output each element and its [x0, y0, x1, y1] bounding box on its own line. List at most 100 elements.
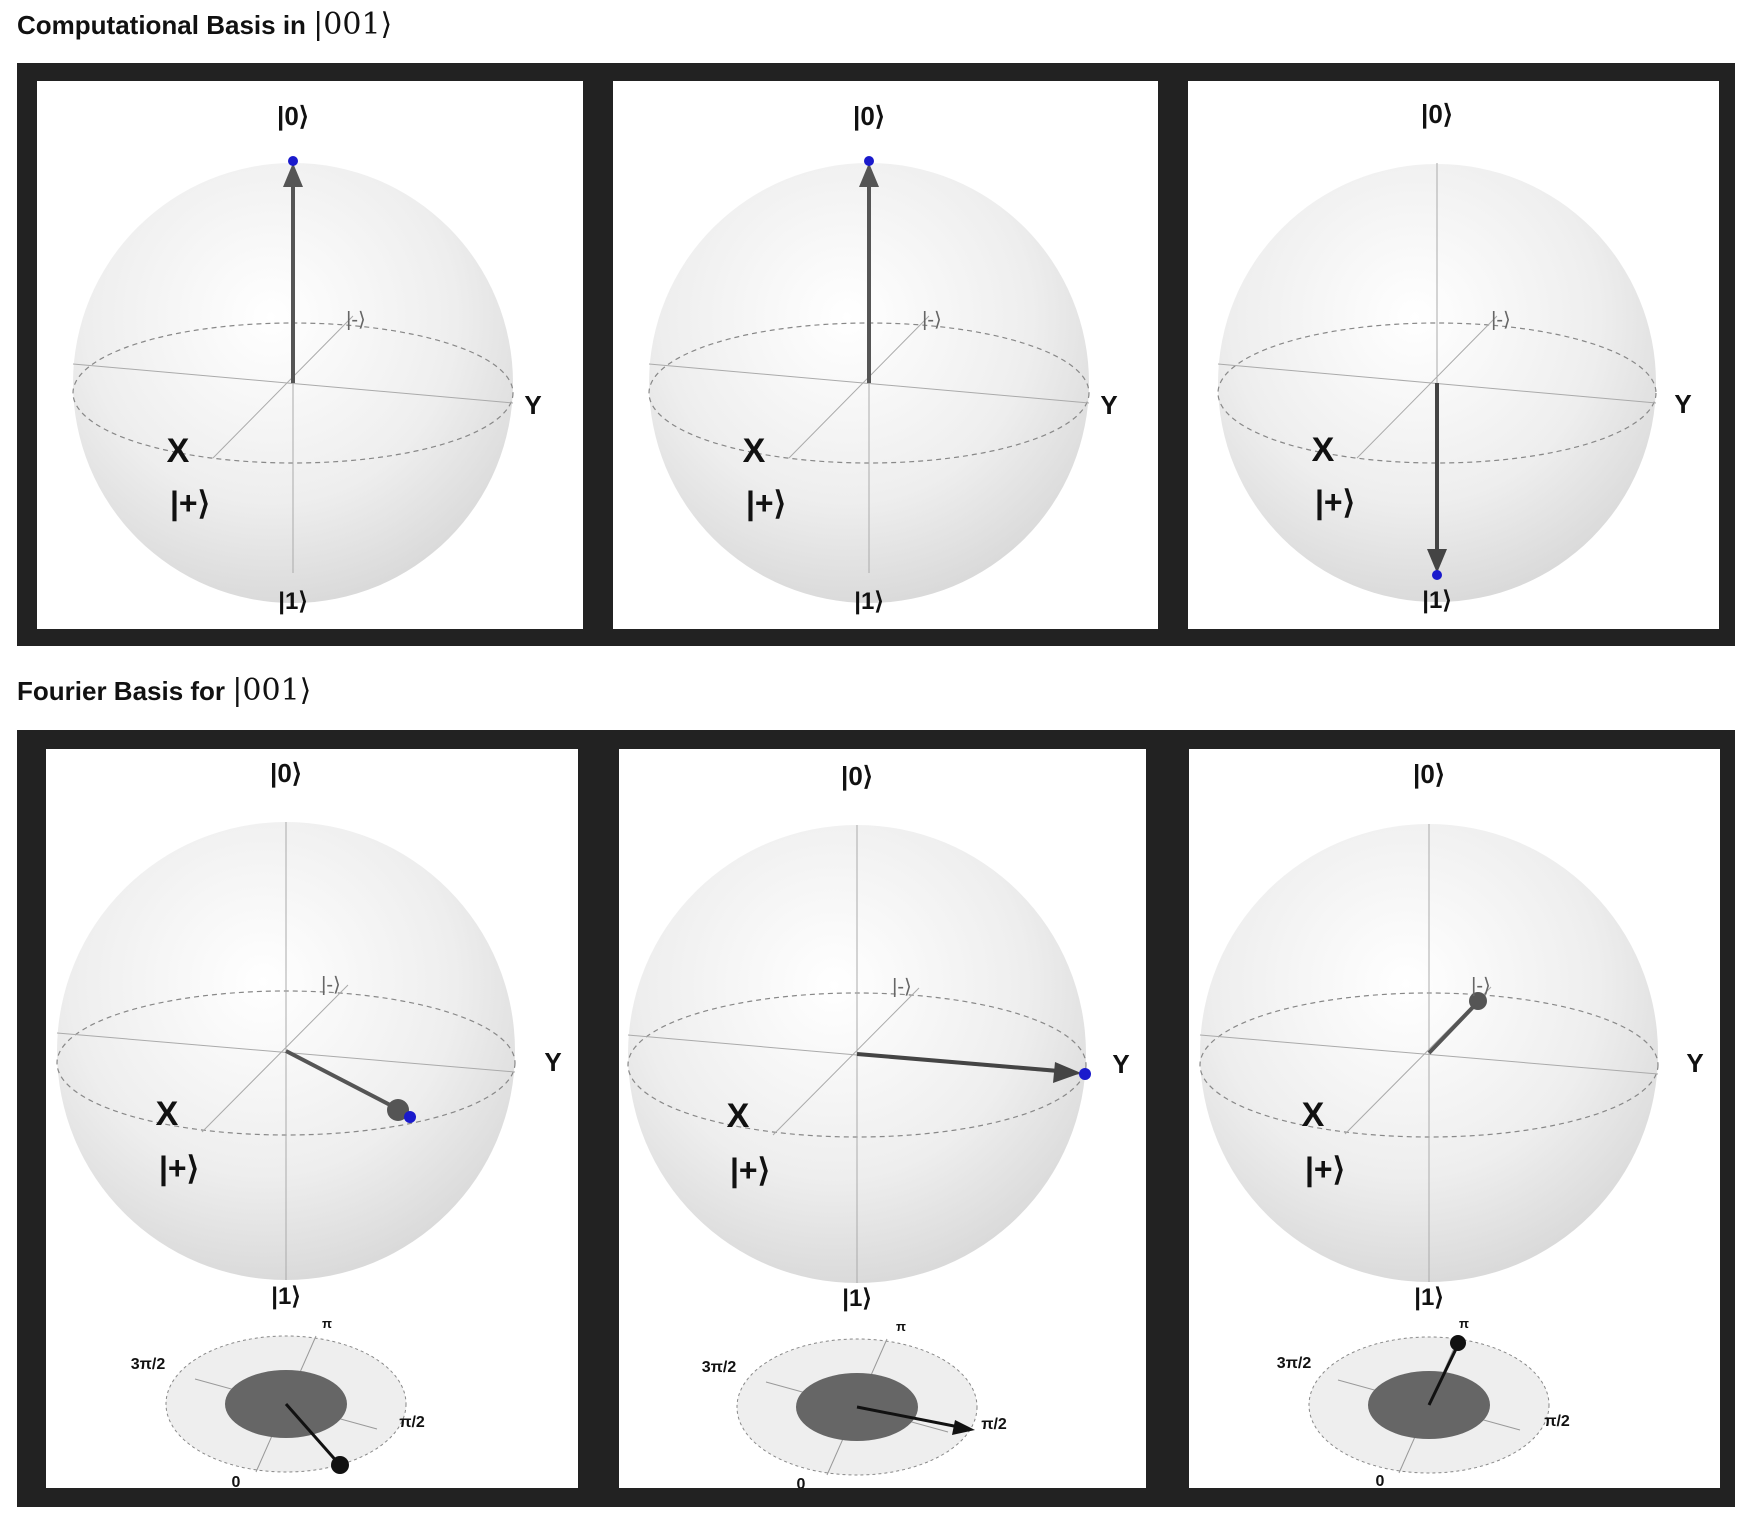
phase-vector-head: [1450, 1335, 1466, 1351]
phase-label-pi-2: π/2: [1544, 1413, 1570, 1430]
phase-vector: [284, 1403, 341, 1465]
label-plus: |+⟩: [1305, 1151, 1345, 1187]
state-vector-arrowhead: [859, 163, 879, 187]
label-x: X: [156, 1095, 179, 1133]
phase-disk: π 3π/2 π/2 0: [702, 1319, 1007, 1488]
section-title-fourier: Fourier Basis for |001⟩: [17, 673, 311, 708]
state-point: [864, 156, 874, 166]
phase-label-0: 0: [797, 1476, 806, 1488]
y-axis: [1199, 1034, 1659, 1075]
label-ket0: |0⟩: [853, 101, 885, 131]
fourier-card-qubit-3: |0⟩ |1⟩ Y X |+⟩ |-⟩ π 3π/2 π/2 0: [1189, 749, 1720, 1488]
bloch-sphere-diagram: |0⟩ |1⟩ Y X |+⟩ |-⟩: [648, 101, 1118, 615]
label-ket0: |0⟩: [270, 758, 302, 788]
fourier-card-qubit-2: |0⟩ |1⟩ Y X |+⟩ |-⟩ π 3π/2 π/2 0: [619, 749, 1146, 1488]
phase-label-0: 0: [1376, 1473, 1385, 1488]
label-y: Y: [1674, 389, 1691, 419]
y-axis: [648, 363, 1090, 404]
phase-label-0: 0: [232, 1474, 241, 1488]
label-y: Y: [1112, 1049, 1129, 1079]
state-point: [404, 1111, 416, 1123]
label-minus: |-⟩: [1471, 975, 1491, 997]
state-vector-head: [387, 1099, 409, 1121]
label-x: X: [743, 432, 766, 470]
label-x: X: [1302, 1096, 1325, 1134]
label-plus: |+⟩: [170, 485, 210, 521]
section-title-computational: Computational Basis in |001⟩: [17, 7, 392, 42]
bloch-sphere-diagram: |0⟩ |1⟩ Y X |+⟩ |-⟩: [72, 101, 542, 615]
x-axis: [201, 984, 349, 1133]
phase-label-3pi-2: 3π/2: [1277, 1355, 1312, 1372]
state-point: [1432, 570, 1442, 580]
label-y: Y: [1100, 390, 1117, 420]
bloch-sphere-diagram: |0⟩ |1⟩ Y X |+⟩ |-⟩ π 3π/2 π/2 0: [1199, 759, 1704, 1488]
phase-label-3pi-2: 3π/2: [131, 1356, 166, 1373]
equator: [1217, 322, 1657, 464]
fourier-card-qubit-1: |0⟩ |1⟩ Y X |+⟩ |-⟩ π 3π/2 π/2 0: [46, 749, 578, 1488]
label-y: Y: [1686, 1048, 1703, 1078]
label-plus: |+⟩: [746, 485, 786, 521]
x-axis: [788, 315, 930, 459]
label-ket1: |1⟩: [854, 588, 883, 615]
bloch-card-qubit-2: |0⟩ |1⟩ Y X |+⟩ |-⟩: [613, 81, 1158, 629]
computational-basis-panel: |0⟩ |1⟩ Y X |+⟩ |-⟩ |0⟩: [17, 63, 1735, 646]
phase-vector: [1427, 1348, 1458, 1406]
section-title-text: Fourier Basis for: [17, 676, 226, 706]
phase-disk: π 3π/2 π/2 0: [131, 1316, 425, 1488]
bloch-sphere-diagram: |0⟩ |1⟩ Y X |+⟩ |-⟩: [1217, 99, 1692, 614]
label-plus: |+⟩: [159, 1150, 199, 1186]
label-x: X: [727, 1097, 750, 1135]
phase-label-pi: π: [896, 1319, 906, 1334]
y-axis: [72, 363, 514, 404]
state-vector: [1427, 1003, 1477, 1055]
section-title-text: Computational Basis in: [17, 10, 306, 40]
label-ket1: |1⟩: [1414, 1284, 1443, 1311]
label-plus: |+⟩: [1315, 484, 1355, 520]
label-minus: |-⟩: [346, 309, 366, 331]
label-ket0: |0⟩: [277, 101, 309, 131]
label-ket1: |1⟩: [842, 1285, 871, 1312]
bloch-card-qubit-3: |0⟩ |1⟩ Y X |+⟩ |-⟩: [1188, 81, 1719, 629]
x-axis: [1356, 315, 1498, 459]
state-point: [288, 156, 298, 166]
state-vector: [285, 1049, 395, 1109]
fourier-basis-panel: |0⟩ |1⟩ Y X |+⟩ |-⟩ π 3π/2 π/2 0: [17, 730, 1735, 1507]
section-title-ket: |001⟩: [313, 7, 393, 42]
state-vector-arrowhead: [1427, 549, 1447, 573]
phase-vector: [856, 1405, 960, 1429]
bloch-sphere-diagram: |0⟩ |1⟩ Y X |+⟩ |-⟩ π 3π/2 π/2 0: [56, 758, 562, 1488]
phase-label-pi-2: π/2: [399, 1414, 425, 1431]
x-axis: [212, 315, 354, 459]
section-title-ket: |001⟩: [232, 673, 312, 708]
state-vector-head: [1469, 992, 1487, 1010]
label-x: X: [1312, 431, 1335, 469]
phase-vector-head: [952, 1420, 975, 1435]
label-ket0: |0⟩: [841, 761, 873, 791]
label-ket1: |1⟩: [278, 588, 307, 615]
state-point: [1079, 1068, 1091, 1080]
x-axis: [772, 987, 920, 1136]
state-vector-arrowhead: [283, 163, 303, 187]
phase-disk: π 3π/2 π/2 0: [1277, 1316, 1570, 1488]
label-minus: |-⟩: [321, 974, 341, 996]
phase-label-pi: π: [1459, 1316, 1469, 1331]
label-ket0: |0⟩: [1413, 759, 1445, 789]
state-vector: [856, 1052, 1060, 1073]
label-plus: |+⟩: [730, 1152, 770, 1188]
label-x: X: [167, 432, 190, 470]
phase-label-3pi-2: 3π/2: [702, 1359, 737, 1376]
label-y: Y: [524, 390, 541, 420]
phase-label-pi-2: π/2: [981, 1416, 1007, 1433]
phase-vector-head: [331, 1456, 349, 1474]
label-minus: |-⟩: [922, 309, 942, 331]
label-minus: |-⟩: [892, 976, 912, 998]
label-ket1: |1⟩: [1422, 587, 1451, 614]
label-ket0: |0⟩: [1421, 99, 1453, 129]
phase-label-pi: π: [322, 1316, 332, 1331]
label-ket1: |1⟩: [271, 1283, 300, 1310]
state-vector-arrowhead: [1053, 1062, 1081, 1083]
bloch-card-qubit-1: |0⟩ |1⟩ Y X |+⟩ |-⟩: [37, 81, 583, 629]
label-minus: |-⟩: [1491, 309, 1511, 331]
label-y: Y: [544, 1047, 561, 1077]
bloch-sphere-diagram: |0⟩ |1⟩ Y X |+⟩ |-⟩ π 3π/2 π/2 0: [627, 761, 1130, 1488]
